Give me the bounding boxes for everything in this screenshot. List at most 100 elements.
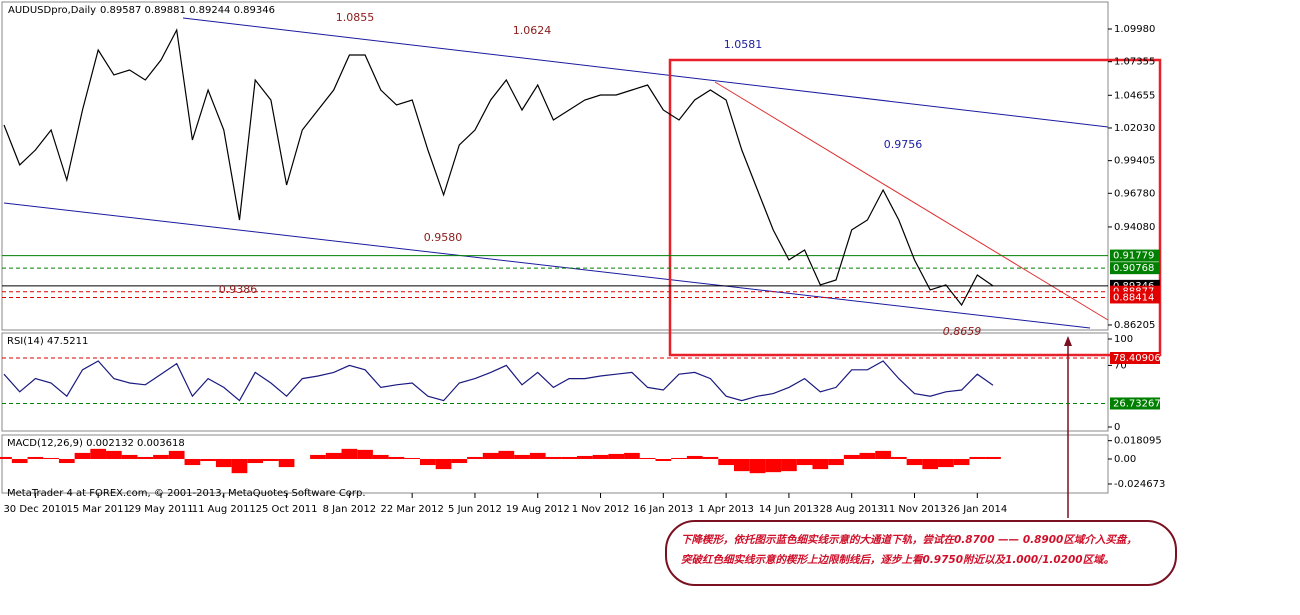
histogram-bar — [859, 452, 876, 459]
level-label: 0.88414 — [1113, 292, 1154, 303]
y-tick-label: 0.94080 — [1114, 222, 1155, 233]
histogram-bar — [58, 458, 75, 464]
y-tick-label: 1.09980 — [1114, 24, 1155, 35]
histogram-bar — [184, 458, 201, 466]
histogram-bar — [498, 450, 515, 459]
price-pane — [1, 1, 1109, 331]
x-tick-label: 25 Oct 2011 — [256, 504, 318, 515]
histogram-bar — [953, 458, 970, 466]
y-tick-label: 70 — [1114, 360, 1127, 371]
histogram-bar — [43, 457, 59, 459]
histogram-bar — [372, 454, 389, 459]
histogram-bar — [420, 458, 436, 466]
level-box — [1110, 262, 1160, 275]
x-tick-label: 1 Nov 2012 — [572, 504, 630, 515]
histogram-bar — [106, 450, 122, 459]
histogram-bar — [671, 457, 687, 459]
callout-line: 突破红色细实线示意的楔形上边限制线后，逐步上看0.9750附近以及1.000/1… — [681, 554, 1115, 566]
annotation: 0.9386 — [219, 283, 258, 296]
histogram-bar — [686, 455, 703, 459]
macd-title: MACD(12,26,9) 0.002132 0.003618 — [7, 438, 185, 449]
histogram-bar — [137, 456, 154, 459]
channel-lower — [3, 202, 1091, 329]
x-tick-label: 8 Jan 2012 — [323, 504, 377, 515]
histogram-bar — [655, 458, 672, 462]
histogram-bar — [482, 452, 499, 459]
y-tick-label: 0.99405 — [1114, 156, 1155, 167]
histogram-bar — [11, 458, 28, 464]
x-tick-label: 15 Mar 2011 — [66, 504, 129, 515]
annotation: 0.8659 — [943, 325, 982, 338]
rsi-pane — [1, 332, 1109, 432]
histogram-bar — [215, 458, 232, 468]
histogram-bar — [263, 458, 279, 462]
histogram-bar — [718, 458, 734, 466]
level-label: 0.91779 — [1113, 251, 1154, 262]
histogram-bar — [74, 452, 91, 459]
annotation: 0.9756 — [884, 138, 923, 151]
histogram-bar — [514, 454, 530, 459]
x-tick-label: 5 Jun 2012 — [448, 504, 502, 515]
x-tick-label: 29 May 2011 — [128, 504, 193, 515]
histogram-bar — [812, 458, 829, 470]
histogram-bar — [796, 458, 813, 466]
histogram-bar — [561, 456, 577, 459]
histogram-bar — [765, 458, 782, 473]
x-tick-label: 16 Jan 2013 — [633, 504, 693, 515]
callout: 下降楔形，依托图示蓝色细实线示意的大通道下轨，尝试在0.8700 —— 0.89… — [665, 520, 1177, 586]
annotation: 1.0855 — [336, 11, 375, 24]
histogram-bar — [247, 458, 264, 464]
histogram-bar — [906, 458, 923, 466]
histogram-bar — [749, 458, 766, 474]
histogram-bar — [828, 458, 844, 466]
level-box — [1110, 291, 1160, 304]
y-tick-label: 0.018095 — [1114, 436, 1162, 447]
arrow-head — [1064, 336, 1072, 346]
histogram-bar — [310, 454, 326, 459]
histogram-bar — [278, 458, 295, 468]
annotation: 1.0624 — [513, 24, 552, 37]
histogram-bar — [843, 454, 860, 459]
level-box — [1110, 249, 1160, 262]
histogram-bar — [733, 458, 750, 472]
histogram-bar — [325, 452, 342, 459]
histogram-bar — [639, 457, 656, 459]
histogram-bar — [404, 457, 421, 459]
histogram-bar — [200, 458, 216, 462]
x-tick-label: 28 Aug 2013 — [820, 504, 884, 515]
histogram-bar — [388, 456, 405, 459]
y-tick-label: 0.96780 — [1114, 188, 1155, 199]
histogram-bar — [890, 456, 907, 459]
level-label: 78.40906 — [1113, 353, 1161, 364]
histogram-bar — [576, 455, 593, 459]
level-label: 0.90768 — [1113, 263, 1154, 274]
y-tick-label: 100 — [1114, 334, 1133, 345]
y-tick-label: 0.00 — [1114, 454, 1136, 465]
histogram-bar — [875, 450, 891, 459]
level-box — [1110, 352, 1160, 365]
histogram-bar — [702, 456, 719, 459]
histogram-bar — [153, 454, 169, 459]
x-tick-label: 11 Aug 2011 — [192, 504, 256, 515]
y-tick-label: 1.02030 — [1114, 123, 1155, 134]
x-tick-label: 11 Nov 2013 — [882, 504, 946, 515]
histogram-bar — [90, 448, 107, 459]
histogram-bar — [168, 450, 185, 459]
y-tick-label: 0.86205 — [1114, 320, 1155, 331]
histogram-bar — [781, 458, 797, 472]
histogram-bar — [0, 456, 12, 459]
histogram-bar — [922, 458, 939, 470]
highlight-box — [668, 58, 1162, 357]
chart-title: AUDUSDpro,Daily — [8, 5, 96, 16]
rsi-title: RSI(14) 47.5211 — [7, 336, 88, 347]
histogram-bar — [938, 458, 954, 468]
y-tick-label: 0 — [1114, 422, 1120, 433]
x-tick-label: 1 Apr 2013 — [698, 504, 753, 515]
macd-pane — [1, 434, 1109, 494]
callout-line: 下降楔形，依托图示蓝色细实线示意的大通道下轨，尝试在0.8700 —— 0.89… — [681, 534, 1137, 546]
histogram-bar — [985, 456, 1001, 459]
histogram-bar — [27, 456, 44, 459]
annotation: 0.9580 — [424, 231, 463, 244]
histogram-bar — [231, 458, 248, 474]
